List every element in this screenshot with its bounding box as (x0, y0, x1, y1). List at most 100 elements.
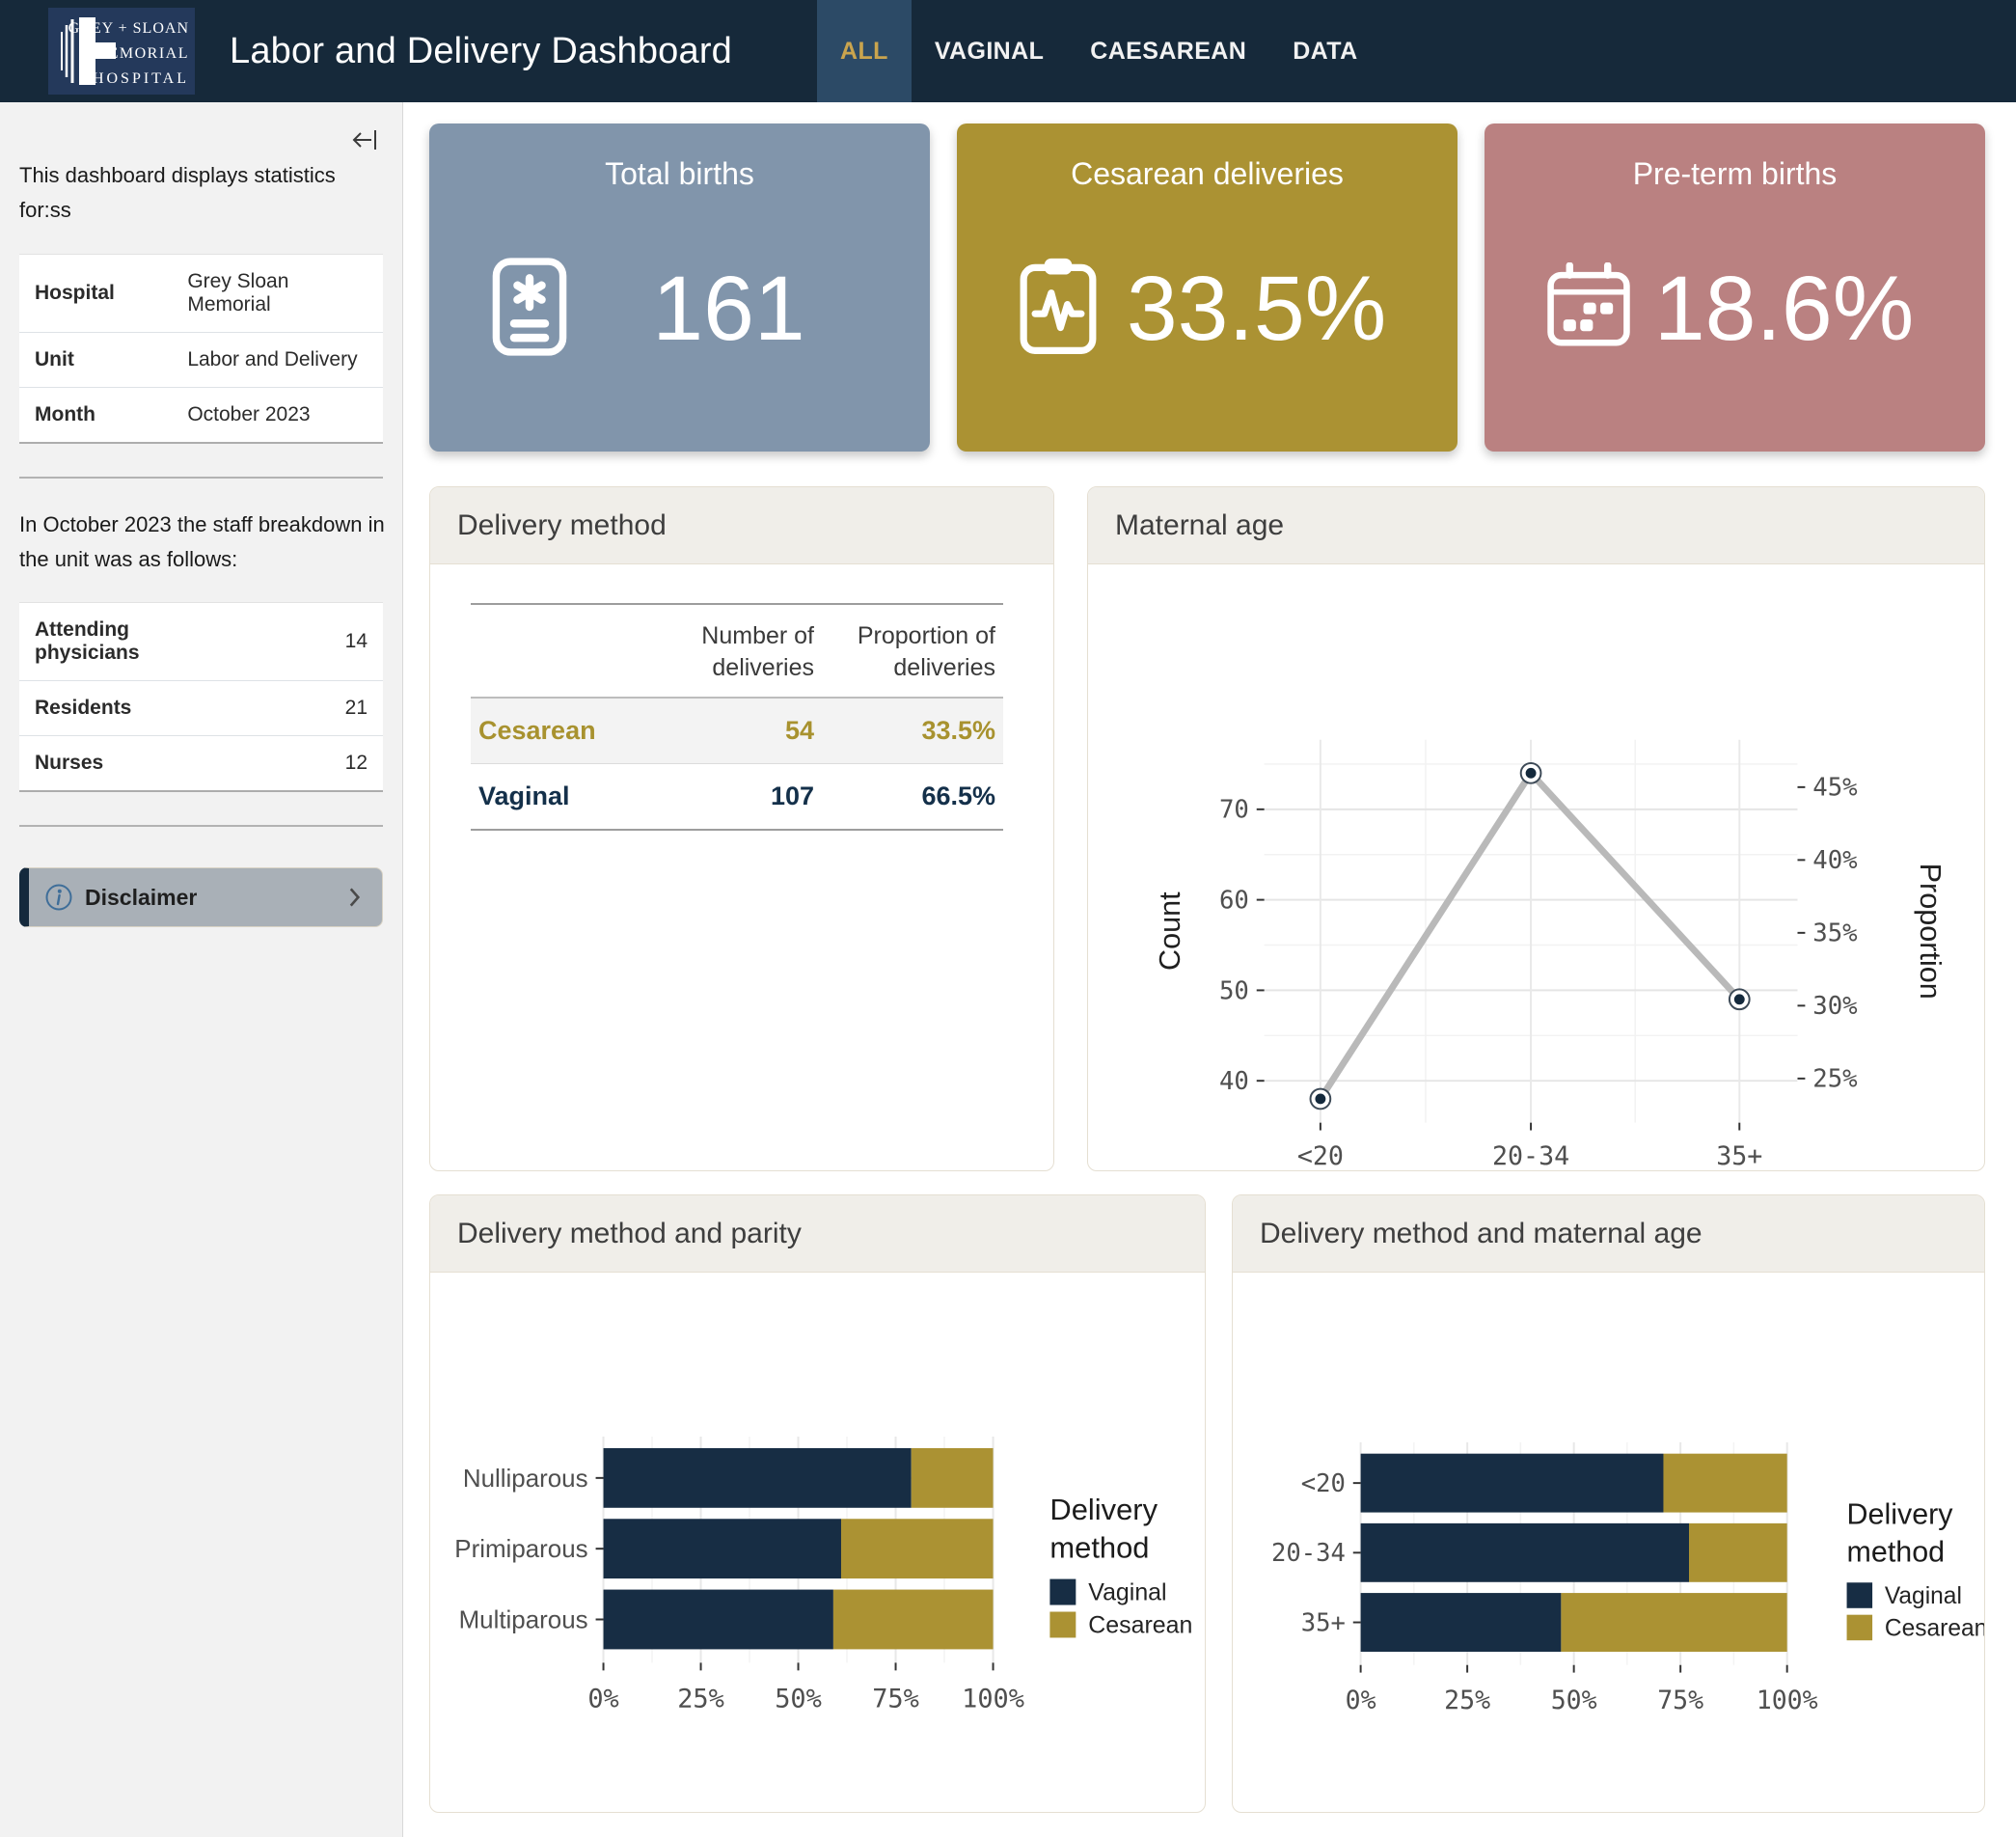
svg-text:40: 40 (1219, 1067, 1249, 1096)
parity-card: Delivery method and parity NulliparousPr… (429, 1194, 1206, 1813)
value-box-total-births: Total births (429, 123, 930, 452)
svg-text:50%: 50% (1551, 1686, 1597, 1715)
svg-text:50: 50 (1219, 976, 1249, 1005)
value-box-cesarean-deliveries: Cesarean deliveries 33.5% (957, 123, 1458, 452)
count-cell: 54 (648, 698, 822, 764)
info-label: Unit (19, 332, 172, 387)
table-row: Attending physicians 14 (19, 603, 383, 681)
main-content: Total births (403, 102, 2016, 1837)
table-row: Cesarean 54 33.5% (471, 698, 1003, 764)
bar-segment (604, 1590, 833, 1650)
info-value: Labor and Delivery (172, 332, 383, 387)
col-header: Number of deliveries (648, 604, 822, 698)
svg-text:100%: 100% (962, 1684, 1024, 1714)
svg-text:method: method (1847, 1536, 1946, 1569)
sidebar-divider (19, 477, 383, 479)
bars (604, 1448, 994, 1649)
svg-text:35+: 35+ (1716, 1141, 1762, 1170)
svg-text:Multiparous: Multiparous (459, 1606, 588, 1633)
tab-caesarean[interactable]: CAESAREAN (1067, 0, 1269, 102)
bar-segment (1663, 1454, 1786, 1513)
svg-text:Vaginal: Vaginal (1885, 1583, 1962, 1609)
staff-table: Attending physicians 14 Residents 21 Nur… (19, 602, 383, 792)
tab-vaginal[interactable]: VAGINAL (912, 0, 1067, 102)
disclaimer-label: Disclaimer (85, 885, 197, 911)
cards-row-1: Delivery method Number of deliveries Pro… (429, 486, 1985, 1171)
value-box-value: 18.6% (1641, 257, 1927, 362)
logo-line-3: HOSPITAL (93, 70, 189, 87)
disclaimer-accordion-button[interactable]: Disclaimer (19, 867, 383, 927)
method-cell: Vaginal (471, 764, 648, 831)
sidebar-intro-text: This dashboard displays statistics for:s… (19, 158, 386, 229)
svg-text:Vaginal: Vaginal (1088, 1579, 1166, 1606)
count-cell: 107 (648, 764, 822, 831)
bar-segment (604, 1519, 841, 1578)
staff-value: 21 (172, 681, 383, 736)
maternal-age-chart: 4050607025%30%35%40%45%<2020-3435+CountP… (1088, 564, 1984, 1170)
svg-text:35%: 35% (1812, 919, 1858, 948)
clipboard-pulse-icon (1017, 256, 1113, 363)
card-title: Maternal age (1088, 487, 1984, 564)
svg-text:Delivery: Delivery (1049, 1493, 1158, 1526)
svg-text:Proportion: Proportion (1914, 864, 1947, 1000)
proportion-cell: 66.5% (822, 764, 1003, 831)
bars (1361, 1454, 1787, 1652)
bar-segment (833, 1590, 994, 1650)
svg-text:Delivery: Delivery (1847, 1497, 1954, 1530)
svg-text:25%: 25% (1812, 1065, 1858, 1094)
bar-segment (1561, 1593, 1786, 1652)
staff-label: Nurses (19, 736, 172, 792)
svg-text:75%: 75% (1657, 1686, 1703, 1715)
calendar-week-icon (1544, 262, 1641, 356)
card-title: Delivery method and parity (430, 1195, 1205, 1273)
bar-segment (604, 1448, 912, 1508)
proportion-cell: 33.5% (822, 698, 1003, 764)
svg-text:25%: 25% (1444, 1686, 1490, 1715)
bar-segment (912, 1448, 994, 1508)
svg-text:method: method (1049, 1531, 1149, 1565)
sidebar: This dashboard displays statistics for:s… (0, 102, 403, 1837)
table-header-row: Number of deliveries Proportion of deliv… (471, 604, 1003, 698)
col-header (471, 604, 648, 698)
data-point-center (1315, 1094, 1325, 1105)
info-label: Hospital (19, 254, 172, 332)
age-method-chart: <2020-3435+0%25%50%75%100%Deliverymethod… (1233, 1273, 1984, 1812)
bar-segment (1361, 1454, 1664, 1513)
hospital-logo: GREY + SLOAN MEMORIAL HOSPITAL (48, 8, 195, 95)
logo-line-1: GREY + SLOAN (68, 20, 189, 37)
staff-value: 12 (172, 736, 383, 792)
parity-chart: NulliparousPrimiparousMultiparous0%25%50… (430, 1273, 1205, 1812)
svg-text:75%: 75% (872, 1684, 919, 1714)
data-point-center (1526, 768, 1537, 779)
logo-line-2: MEMORIAL (94, 45, 189, 62)
card-title: Delivery method and maternal age (1233, 1195, 1984, 1273)
svg-text:<20: <20 (1301, 1469, 1346, 1498)
chevron-right-icon (341, 885, 367, 910)
maternal-age-card: Maternal age 4050607025%30%35%40%45%<202… (1087, 486, 1985, 1171)
tab-all[interactable]: ALL (817, 0, 912, 102)
svg-text:40%: 40% (1812, 846, 1858, 875)
svg-text:Primiparous: Primiparous (454, 1536, 587, 1563)
staff-label: Residents (19, 681, 172, 736)
bar-segment (1689, 1523, 1787, 1582)
card-title: Delivery method (430, 487, 1053, 564)
axes: 4050607025%30%35%40%45%<2020-3435+ (1219, 774, 1858, 1170)
collapse-arrow-icon (350, 127, 379, 152)
sidebar-collapse-button[interactable] (350, 127, 379, 155)
value-box-title: Cesarean deliveries (957, 156, 1458, 192)
svg-text:30%: 30% (1812, 992, 1858, 1021)
legend-swatch (1049, 1579, 1076, 1605)
bar-segment (1361, 1523, 1689, 1582)
svg-text:20-34: 20-34 (1492, 1141, 1569, 1170)
svg-text:20-34: 20-34 (1271, 1539, 1346, 1568)
svg-text:35+: 35+ (1301, 1608, 1346, 1637)
svg-text:Count: Count (1154, 891, 1186, 971)
age-method-card: Delivery method and maternal age <20 20-3… (1232, 1194, 1985, 1813)
tab-data[interactable]: DATA (1269, 0, 1380, 102)
legend: DeliverymethodVaginalCesarean (1049, 1493, 1192, 1639)
value-box-preterm-births: Pre-term births (1485, 123, 1985, 452)
info-value: Grey Sloan Memorial (172, 254, 383, 332)
legend-swatch (1049, 1612, 1076, 1638)
svg-text:0%: 0% (1346, 1686, 1376, 1715)
page-title: Labor and Delivery Dashboard (230, 31, 732, 72)
